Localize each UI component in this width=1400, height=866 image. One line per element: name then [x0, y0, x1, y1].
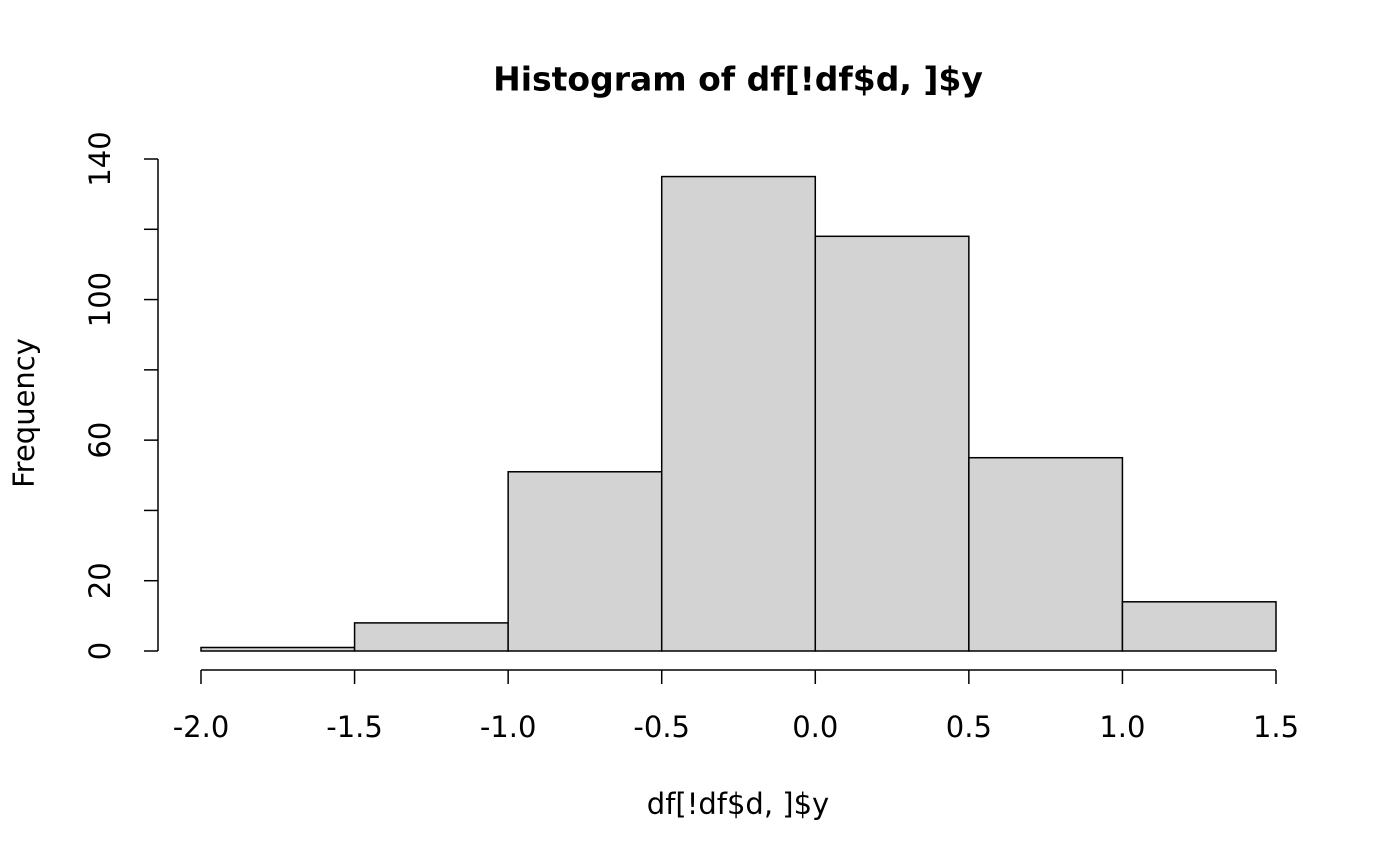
y-tick-label: 100: [83, 272, 117, 327]
y-tick-label: 60: [83, 422, 117, 459]
bar: [968, 456, 1124, 652]
bar: [814, 235, 970, 652]
y-tick-label: 140: [83, 131, 117, 186]
x-tick-label: -2.0: [173, 710, 230, 744]
x-tick-label: -1.5: [326, 710, 383, 744]
x-tick-label: 1.5: [1253, 710, 1299, 744]
chart-title: Histogram of df[!df$d, ]$y: [493, 60, 983, 99]
bar: [200, 646, 356, 652]
x-tick-label: 0.0: [792, 710, 838, 744]
x-axis-label: df[!df$d, ]$y: [647, 787, 829, 821]
x-tick-label: -1.0: [480, 710, 537, 744]
x-tick-label: 0.5: [946, 710, 992, 744]
y-axis-label: Frequency: [7, 338, 41, 488]
bar: [507, 471, 663, 652]
x-tick-label: 1.0: [1099, 710, 1145, 744]
bar: [1121, 601, 1277, 652]
y-tick-label: 20: [83, 562, 117, 599]
bar: [353, 622, 509, 652]
bar: [660, 175, 817, 652]
y-tick-label: 0: [83, 642, 117, 660]
x-tick-label: -0.5: [633, 710, 690, 744]
